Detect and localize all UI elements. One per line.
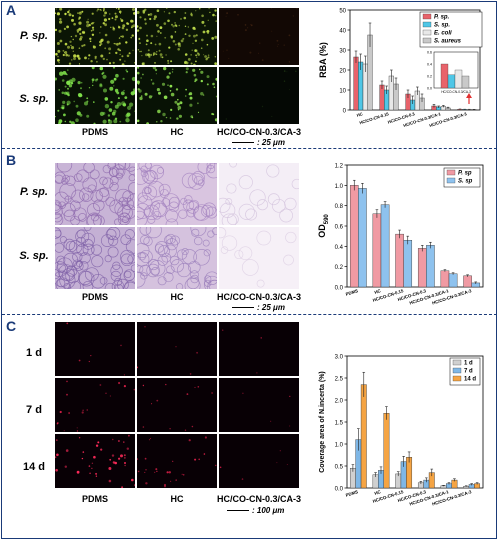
micrograph-c-1d-pdms [55,322,135,376]
micrograph-c-1d-ca3 [219,322,299,376]
col-label-c-pdms: PDMS [81,494,108,504]
micrograph-c-14d-pdms [55,434,135,488]
micrograph-b-ssp-pdms [55,227,135,289]
micrograph-c-14d-ca3 [219,434,299,488]
row-label-c-1d: 1 d [26,347,42,359]
scale-bar-b: : 25 μm [232,303,285,312]
col-label-c-ca3: HC/CO-CN-0.3/CA-3 [216,494,301,504]
scale-bar-c: : 100 μm [227,506,284,515]
micrograph-b-ssp-hc [137,227,217,289]
col-label-b-hc: HC [170,292,184,302]
col-label-a-hc: HC [170,127,184,137]
row-label-b-psp: P. sp. [20,186,48,198]
col-label-a-pdms: PDMS [81,127,108,137]
micrograph-a-psp-pdms [55,8,135,65]
col-label-a-ca3: HC/CO-CN-0.3/CA-3 [216,127,301,137]
micrograph-b-ssp-ca3 [219,227,299,289]
separator-bc [2,314,497,315]
micrograph-c-7d-hc [137,378,217,432]
panel-label-b: B [6,152,17,168]
row-label-b-ssp: S. sp. [19,250,49,262]
col-label-b-pdms: PDMS [81,292,108,302]
row-label-a-psp: P. sp. [20,30,48,42]
micrograph-a-psp-hc [137,8,217,65]
panel-label-c: C [6,318,17,334]
micrograph-a-psp-ca3 [219,8,299,65]
micrograph-c-7d-pdms [55,378,135,432]
micrograph-c-1d-hc [137,322,217,376]
panel-label-a: A [6,2,17,18]
col-label-b-ca3: HC/CO-CN-0.3/CA-3 [216,292,301,302]
micrograph-a-ssp-pdms [55,67,135,124]
micrograph-c-14d-hc [137,434,217,488]
micrograph-b-psp-ca3 [219,163,299,225]
row-label-c-14d: 14 d [22,461,45,473]
scale-bar-a: : 25 μm [232,138,285,147]
separator-ab [2,148,497,149]
micrograph-b-psp-hc [137,163,217,225]
micrograph-b-psp-pdms [55,163,135,225]
micrograph-c-7d-ca3 [219,378,299,432]
row-label-a-ssp: S. sp. [19,93,49,105]
row-label-c-7d: 7 d [26,404,42,416]
micrograph-a-ssp-ca3 [219,67,299,124]
micrograph-a-ssp-hc [137,67,217,124]
col-label-c-hc: HC [170,494,184,504]
